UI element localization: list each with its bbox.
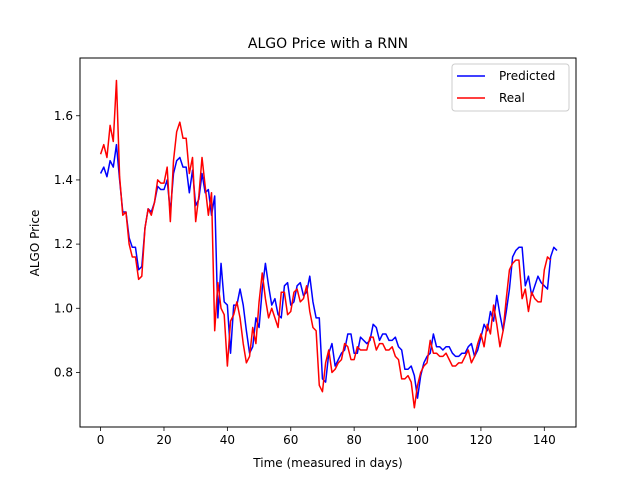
y-axis-ticks: 0.8 1.0 1.2 1.4 1.6 bbox=[54, 109, 80, 379]
y-tick-label: 0.8 bbox=[54, 365, 73, 379]
x-axis-label: Time (measured in days) bbox=[252, 456, 402, 470]
x-tick-label: 60 bbox=[283, 433, 298, 447]
y-tick-label: 1.4 bbox=[54, 173, 73, 187]
series-lines bbox=[99, 79, 558, 409]
legend-label-predicted: Predicted bbox=[499, 69, 555, 83]
x-tick-label: 120 bbox=[469, 433, 492, 447]
legend-label-real: Real bbox=[499, 91, 525, 105]
x-tick-label: 0 bbox=[97, 433, 105, 447]
series-line-real bbox=[99, 79, 552, 409]
y-axis-label: ALGO Price bbox=[28, 210, 42, 277]
x-tick-label: 140 bbox=[533, 433, 556, 447]
x-tick-label: 40 bbox=[220, 433, 235, 447]
plot-area bbox=[79, 57, 577, 428]
x-tick-label: 100 bbox=[406, 433, 429, 447]
x-tick-label: 20 bbox=[156, 433, 171, 447]
x-tick-label: 80 bbox=[347, 433, 362, 447]
y-tick-label: 1.2 bbox=[54, 237, 73, 251]
legend: Predicted Real bbox=[451, 63, 570, 112]
y-tick-label: 1.0 bbox=[54, 301, 73, 315]
axes-frame bbox=[79, 57, 577, 428]
x-axis-ticks: 0 20 40 60 80 100 120 140 bbox=[97, 427, 556, 447]
y-tick-label: 1.6 bbox=[54, 109, 73, 123]
chart-title: ALGO Price with a RNN bbox=[248, 36, 408, 52]
